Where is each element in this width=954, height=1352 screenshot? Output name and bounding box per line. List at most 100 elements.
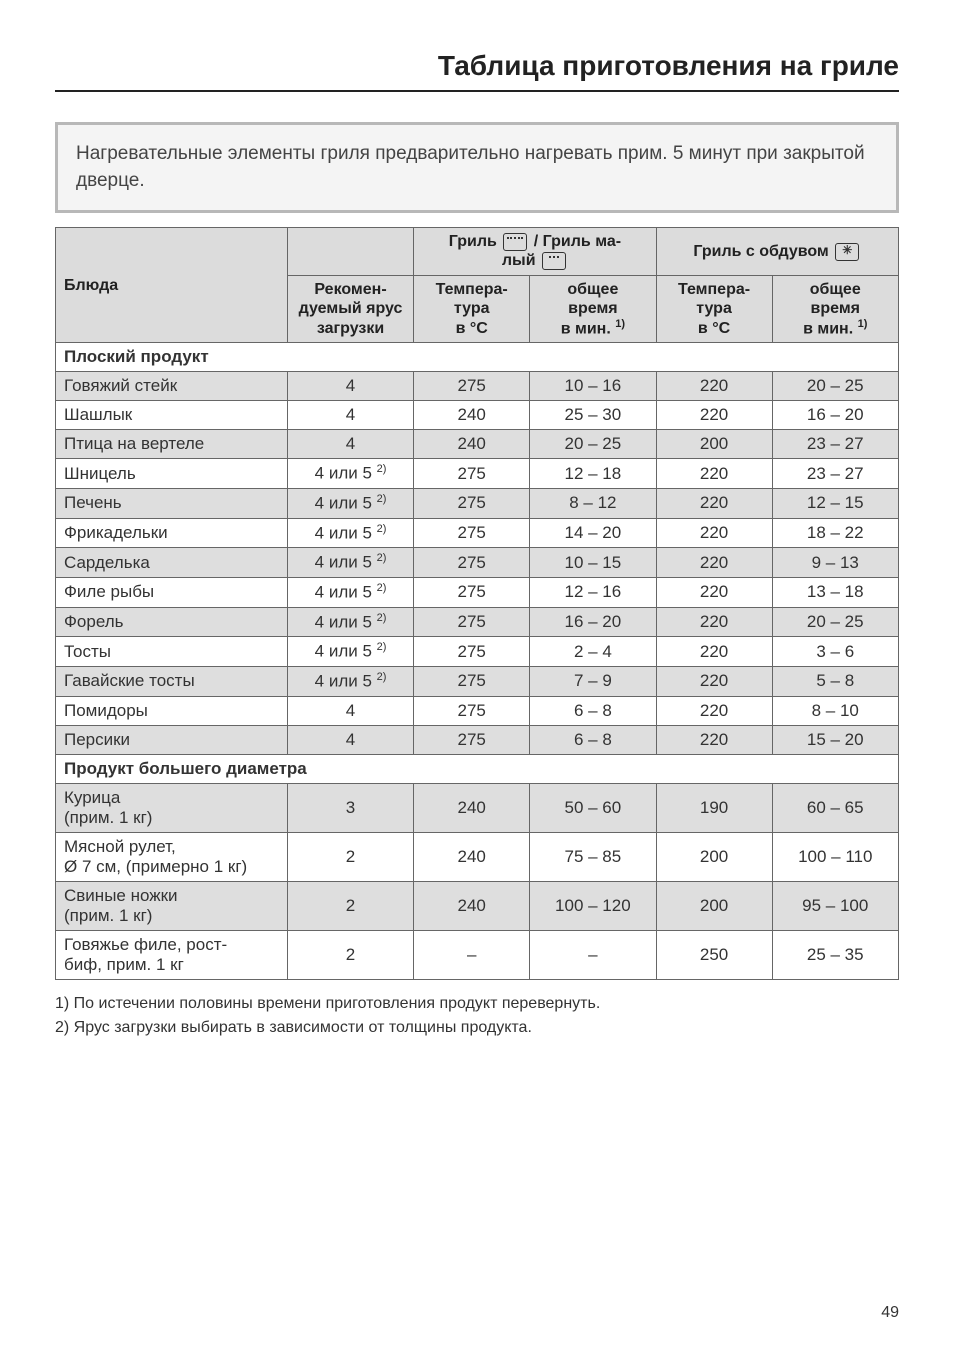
cell-temp-1: 275 [414,372,530,401]
table-row: Шашлык424025 – 3022016 – 20 [56,401,899,430]
cell-time-1: 100 – 120 [530,881,656,930]
cell-time-2: 20 – 25 [772,372,899,401]
grill-large-icon [503,233,527,251]
cell-dish: Помидоры [56,696,288,725]
table-row: Тосты4 или 5 2)2752 – 42203 – 6 [56,637,899,667]
cell-level: 4 или 5 2) [287,637,413,667]
cell-time-1: 10 – 16 [530,372,656,401]
cell-time-2: 18 – 22 [772,518,899,548]
table-row: Фрикадельки4 или 5 2)27514 – 2022018 – 2… [56,518,899,548]
cell-time-1: 6 – 8 [530,696,656,725]
cell-temp-2: 220 [656,548,772,578]
cell-level: 4 или 5 2) [287,578,413,608]
cell-temp-2: 220 [656,637,772,667]
cell-temp-2: 220 [656,696,772,725]
cell-time-2: 15 – 20 [772,725,899,754]
section-title: Плоский продукт [56,343,899,372]
grill-fan-icon [835,243,859,261]
cell-time-2: 16 – 20 [772,401,899,430]
table-row: Сарделька4 или 5 2)27510 – 152209 – 13 [56,548,899,578]
cell-time-1: 14 – 20 [530,518,656,548]
col-temp-1: Темпера- тура в °C [414,275,530,343]
cell-dish: Мясной рулет, Ø 7 см, (примерно 1 кг) [56,832,288,881]
cell-temp-1: 240 [414,832,530,881]
table-row: Курица (прим. 1 кг)324050 – 6019060 – 65 [56,783,899,832]
table-row: Говяжий стейк427510 – 1622020 – 25 [56,372,899,401]
cell-dish: Говяжье филе, рост- биф, прим. 1 кг [56,930,288,979]
table-row: Шницель4 или 5 2)27512 – 1822023 – 27 [56,459,899,489]
cell-level: 3 [287,783,413,832]
cell-temp-2: 190 [656,783,772,832]
cell-time-1: 50 – 60 [530,783,656,832]
col-dish: Блюда [56,228,288,343]
cell-temp-2: 220 [656,372,772,401]
cell-temp-1: 275 [414,607,530,637]
cell-time-1: 2 – 4 [530,637,656,667]
cell-time-1: 8 – 12 [530,489,656,519]
table-row: Гавайские тосты4 или 5 2)2757 – 92205 – … [56,667,899,697]
cell-temp-1: 240 [414,881,530,930]
cell-level: 4 или 5 2) [287,489,413,519]
cell-time-2: 60 – 65 [772,783,899,832]
cell-time-1: 75 – 85 [530,832,656,881]
cell-temp-2: 200 [656,430,772,459]
cell-temp-1: 275 [414,667,530,697]
cell-temp-1: 240 [414,430,530,459]
col-fan-group: Гриль с обдувом [656,228,898,275]
grill-label-c: лый [502,252,536,269]
cell-time-2: 5 – 8 [772,667,899,697]
cell-time-1: – [530,930,656,979]
cell-temp-2: 220 [656,667,772,697]
cell-time-1: 12 – 16 [530,578,656,608]
grill-label-a: Гриль [449,233,497,250]
grill-small-icon [542,252,566,270]
cell-temp-2: 220 [656,518,772,548]
table-row: Печень4 или 5 2)2758 – 1222012 – 15 [56,489,899,519]
page-number: 49 [881,1304,899,1322]
cell-temp-2: 220 [656,607,772,637]
table-row: Персики42756 – 822015 – 20 [56,725,899,754]
cell-time-1: 25 – 30 [530,401,656,430]
table-row: Мясной рулет, Ø 7 см, (примерно 1 кг)224… [56,832,899,881]
cell-temp-1: 275 [414,489,530,519]
cell-dish: Птица на вертеле [56,430,288,459]
col-temp-2: Темпера- тура в °C [656,275,772,343]
cell-temp-2: 220 [656,725,772,754]
col-level: Рекомен- дуемый ярус загрузки [287,275,413,343]
cell-time-2: 23 – 27 [772,430,899,459]
cell-time-1: 12 – 18 [530,459,656,489]
cell-temp-1: 240 [414,783,530,832]
cell-time-2: 8 – 10 [772,696,899,725]
cell-temp-2: 220 [656,489,772,519]
table-row: Говяжье филе, рост- биф, прим. 1 кг2––25… [56,930,899,979]
cell-temp-1: 275 [414,637,530,667]
fan-label: Гриль с обдувом [693,243,828,260]
cell-temp-1: 240 [414,401,530,430]
cell-dish: Фрикадельки [56,518,288,548]
cell-dish: Сарделька [56,548,288,578]
table-body: Плоский продуктГовяжий стейк427510 – 162… [56,343,899,979]
cell-time-2: 12 – 15 [772,489,899,519]
col-empty [287,228,413,275]
cell-temp-1: 275 [414,459,530,489]
cell-time-1: 7 – 9 [530,667,656,697]
page-title: Таблица приготовления на гриле [438,50,899,81]
cell-dish: Шашлык [56,401,288,430]
cell-level: 4 или 5 2) [287,667,413,697]
cell-level: 4 [287,401,413,430]
cell-dish: Печень [56,489,288,519]
footnote-1: 1) По истечении половины времени пригото… [55,992,899,1016]
cell-time-1: 10 – 15 [530,548,656,578]
table-row: Филе рыбы4 или 5 2)27512 – 1622013 – 18 [56,578,899,608]
cell-dish: Форель [56,607,288,637]
cell-dish: Гавайские тосты [56,667,288,697]
cell-time-2: 3 – 6 [772,637,899,667]
cell-dish: Шницель [56,459,288,489]
cell-time-2: 23 – 27 [772,459,899,489]
cell-level: 4 или 5 2) [287,548,413,578]
cell-time-1: 16 – 20 [530,607,656,637]
title-underline [55,90,899,92]
cell-time-2: 13 – 18 [772,578,899,608]
cell-dish: Персики [56,725,288,754]
cell-dish: Свиные ножки (прим. 1 кг) [56,881,288,930]
